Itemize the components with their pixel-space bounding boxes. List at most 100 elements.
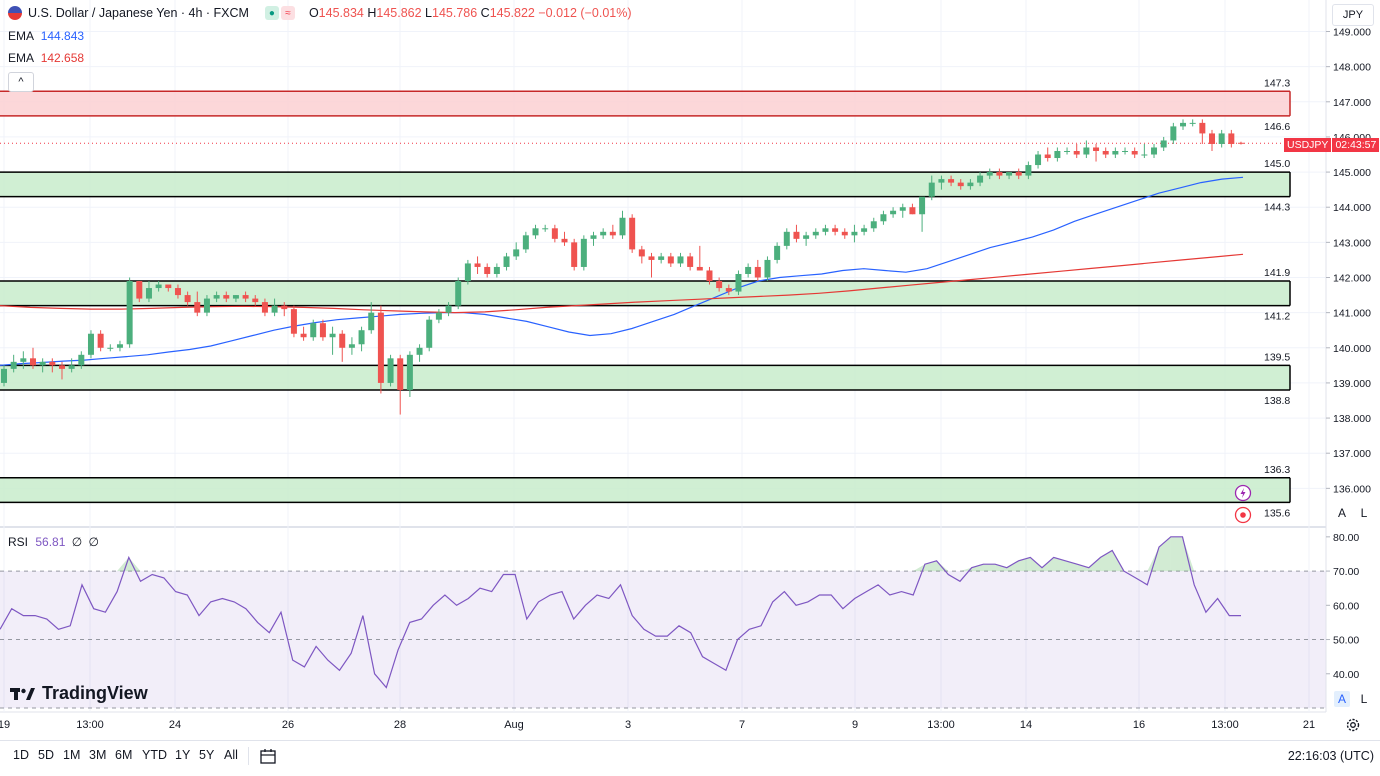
candle-down: [242, 295, 249, 299]
rsi-auto-scale-button[interactable]: A: [1334, 691, 1350, 707]
candle-up: [986, 172, 993, 176]
candle-up: [735, 273, 742, 292]
rsi-overbought-fill: [1100, 550, 1113, 572]
high-value: 145.862: [376, 6, 422, 20]
open-value: 145.834: [318, 6, 364, 20]
candle-up: [870, 221, 877, 229]
rsi-value: 56.81: [35, 535, 66, 549]
data-delay-icon[interactable]: ≈: [280, 6, 295, 20]
y-tick-label: 141.000: [1333, 308, 1371, 320]
candle-down: [716, 281, 723, 289]
x-tick-label: 14: [1020, 719, 1032, 731]
rsi-overbought-fill: [1053, 557, 1066, 572]
timeframe-3m[interactable]: 3M: [89, 748, 107, 762]
candle-up: [416, 347, 423, 355]
utc-clock[interactable]: 22:16:03 (UTC): [1287, 749, 1374, 763]
candle-up: [600, 231, 607, 236]
gear-icon[interactable]: [1344, 716, 1362, 734]
x-tick-label: 26: [282, 719, 294, 731]
rsi-legend[interactable]: RSI 56.81 ∅ ∅: [8, 535, 99, 549]
candle-up: [522, 235, 529, 250]
currency-selector[interactable]: JPY: [1332, 4, 1374, 26]
tradingview-logo[interactable]: TradingView: [10, 683, 148, 704]
candle-down: [223, 295, 230, 299]
candle-down: [29, 358, 36, 366]
candle-down: [58, 365, 65, 369]
ohlc-values: O145.834 H145.862 L145.786 C145.822 −0.0…: [308, 6, 632, 20]
timeframe-all[interactable]: All: [224, 748, 238, 762]
candle-down: [174, 288, 181, 296]
candle-up: [1160, 140, 1167, 148]
candle-up: [590, 235, 597, 239]
ema-fast-legend[interactable]: EMA 144.843: [8, 29, 85, 43]
candle-up: [938, 179, 945, 183]
zone-bottom-label: 146.6: [1264, 121, 1290, 133]
candle-up: [1083, 147, 1090, 155]
zone-bottom-label: 138.8: [1264, 395, 1290, 407]
ema-slow-legend[interactable]: EMA 142.658: [8, 51, 85, 65]
zone-rect: [0, 365, 1290, 390]
auto-scale-button[interactable]: A: [1337, 506, 1346, 520]
rsi-tick-label: 40.00: [1333, 669, 1359, 681]
timeframe-6m[interactable]: 6M: [115, 748, 133, 762]
log-scale-button[interactable]: L: [1360, 506, 1368, 520]
record-alert-icon[interactable]: [1234, 506, 1252, 524]
timeframe-5y[interactable]: 5Y: [199, 748, 215, 762]
candle-up: [783, 231, 790, 246]
zone-bottom-label: 141.2: [1264, 311, 1290, 323]
candle-down: [667, 256, 674, 264]
rsi-log-scale-button[interactable]: L: [1360, 692, 1368, 706]
lightning-alert-icon[interactable]: [1234, 484, 1252, 502]
candle-up: [1035, 154, 1042, 166]
x-tick-label: 21: [1303, 719, 1315, 731]
candle-up: [126, 281, 133, 345]
candle-up: [928, 182, 935, 197]
usd-jpy-flag-icon: [8, 6, 22, 20]
candles: [1, 119, 1244, 415]
calendar-range-icon[interactable]: [259, 747, 277, 765]
rsi-overbought-fill: [995, 564, 1007, 572]
y-tick-label: 149.000: [1333, 27, 1371, 39]
zone-rect: [0, 477, 1290, 503]
x-tick-label: 24: [169, 719, 181, 731]
candle-up: [68, 365, 75, 369]
timeframe-1m[interactable]: 1M: [63, 748, 81, 762]
candle-down: [165, 284, 172, 289]
timeframe-5d[interactable]: 5D: [38, 748, 54, 762]
timeframe-ytd[interactable]: YTD: [142, 748, 167, 762]
rsi-overbought-fill: [913, 564, 925, 572]
candle-down: [1093, 147, 1100, 151]
candle-down: [909, 207, 916, 215]
x-tick-label: 28: [394, 719, 406, 731]
candle-up: [107, 347, 114, 349]
candle-down: [397, 358, 404, 390]
timeframe-1d[interactable]: 1D: [13, 748, 29, 762]
low-value: 145.786: [432, 6, 478, 20]
candle-up: [87, 333, 94, 355]
candle-down: [754, 266, 761, 278]
market-open-icon[interactable]: ●: [264, 6, 279, 20]
symbol-title[interactable]: U.S. Dollar / Japanese Yen · 4h · FXCM: [28, 6, 249, 20]
collapse-indicators-button[interactable]: ^: [8, 72, 34, 92]
candle-up: [406, 354, 413, 390]
candle-up: [1064, 150, 1071, 152]
rsi-overbought-fill: [1006, 560, 1019, 572]
price-tag-countdown: 02:43:57: [1332, 138, 1380, 152]
candle-up: [851, 231, 858, 236]
candle-down: [184, 295, 191, 303]
candle-up: [78, 354, 85, 366]
zone-rect: [0, 172, 1290, 197]
timeframe-1y[interactable]: 1Y: [175, 748, 191, 762]
candle-up: [493, 266, 500, 274]
zone-top-label: 139.5: [1264, 351, 1290, 363]
candle-up: [513, 249, 520, 257]
x-tick-label: 7: [739, 719, 745, 731]
candle-up: [464, 263, 471, 282]
candle-down: [300, 333, 307, 338]
zone-rect: [0, 91, 1290, 116]
candle-down: [1102, 150, 1109, 155]
candle-up: [155, 284, 162, 289]
zone-bottom-label: 135.6: [1264, 507, 1290, 519]
candle-down: [474, 263, 481, 267]
